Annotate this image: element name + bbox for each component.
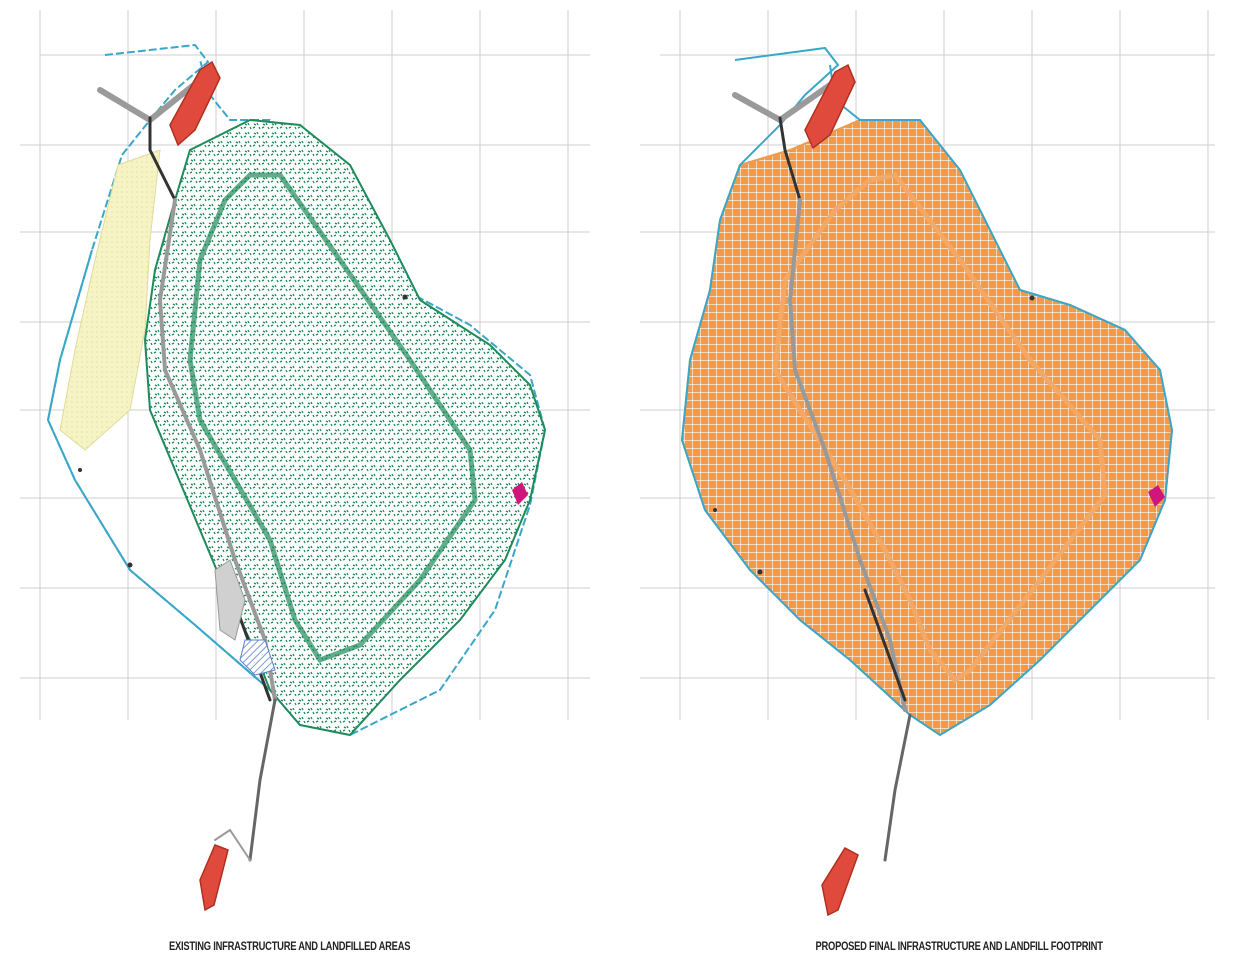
boundary-markers (713, 295, 1035, 575)
magenta-feature (512, 482, 528, 505)
inner-landfill-ring (772, 172, 1108, 684)
existing-site-map (20, 10, 590, 912)
map-panel-proposed: PROPOSED FINAL INFRASTRUCTURE AND LANDFI… (620, 0, 1233, 953)
pond-north (804, 63, 856, 150)
blue-hatched-area (239, 639, 276, 676)
site-roads (732, 82, 912, 862)
yellow-area (59, 149, 161, 451)
magenta-feature (1148, 485, 1165, 507)
map-caption-existing: EXISTING INFRASTRUCTURE AND LANDFILLED A… (169, 939, 411, 953)
pond-north (169, 60, 221, 147)
inner-landfill-ring (187, 172, 478, 664)
site-boundary (680, 46, 1174, 737)
boundary-markers (78, 294, 408, 568)
map-panel-existing: EXISTING INFRASTRUCTURE AND LANDFILLED A… (0, 0, 610, 953)
proposed-site-map (640, 10, 1215, 917)
map-caption-proposed: PROPOSED FINAL INFRASTRUCTURE AND LANDFI… (815, 939, 1103, 953)
pond-south (199, 844, 229, 912)
pond-south (821, 847, 859, 917)
